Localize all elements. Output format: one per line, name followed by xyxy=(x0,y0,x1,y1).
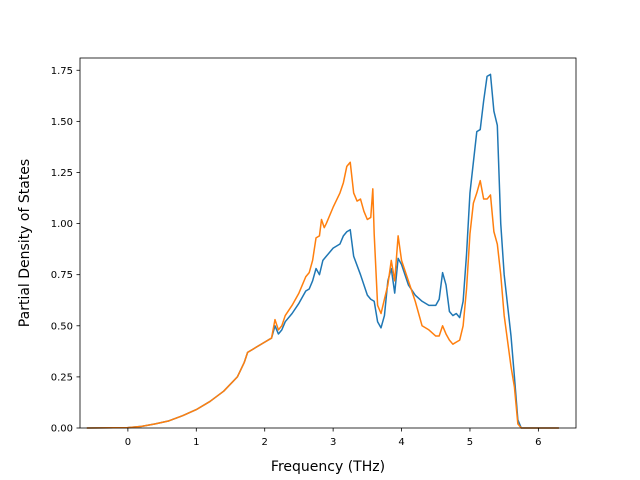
plot-frame xyxy=(79,57,577,429)
y-tick-label: 0.75 xyxy=(51,270,73,281)
x-axis-label: Frequency (THz) xyxy=(271,459,385,475)
y-tick-label: 1.75 xyxy=(51,66,73,77)
x-axis-ticks: 0 1 2 3 4 5 6 xyxy=(125,428,542,448)
y-axis-ticks: 0.00 0.25 0.50 0.75 1.00 1.25 1.50 1.75 xyxy=(51,66,80,435)
series-layer xyxy=(86,73,559,429)
y-axis-label: Partial Density of States xyxy=(17,159,33,327)
x-tick-label: 2 xyxy=(262,437,268,448)
y-tick-label: 0.50 xyxy=(51,321,73,332)
y-tick-label: 1.00 xyxy=(51,219,73,230)
x-tick-label: 3 xyxy=(330,437,336,448)
x-tick-label: 5 xyxy=(467,437,473,448)
y-tick-label: 0.25 xyxy=(51,372,73,383)
y-tick-label: 1.25 xyxy=(51,168,73,179)
x-tick-label: 4 xyxy=(398,437,404,448)
series-line-2 xyxy=(86,161,559,429)
x-tick-label: 1 xyxy=(193,437,199,448)
x-tick-label: 6 xyxy=(535,437,541,448)
plot-area xyxy=(80,58,576,428)
y-tick-label: 1.50 xyxy=(51,117,73,128)
x-tick-label: 0 xyxy=(125,437,131,448)
y-tick-label: 0.00 xyxy=(51,424,73,435)
